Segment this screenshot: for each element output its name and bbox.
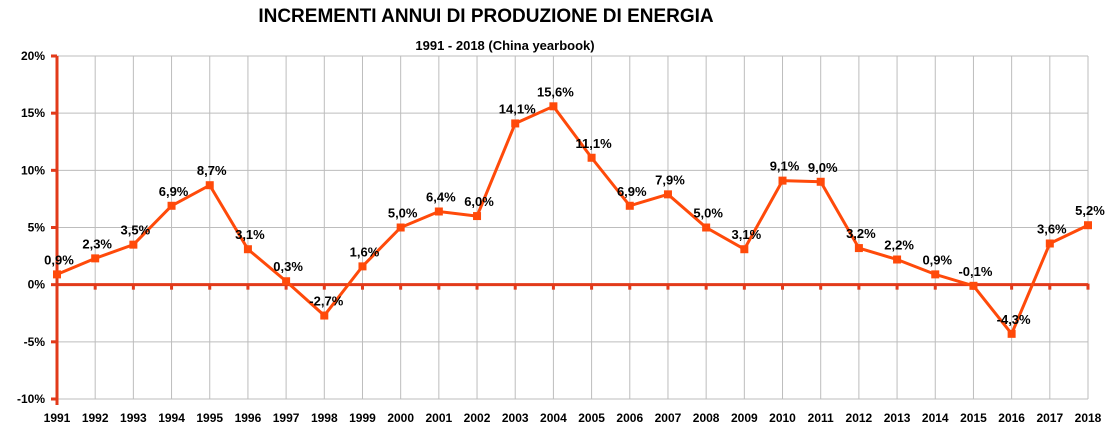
x-tick-label: 2011 (808, 411, 834, 425)
data-label: 0,9% (922, 252, 952, 267)
x-tick-label: 2010 (769, 411, 796, 425)
data-point (931, 270, 940, 279)
data-point (587, 153, 596, 162)
data-point (1045, 239, 1054, 248)
x-tick-label: 1995 (196, 411, 223, 425)
data-point (969, 281, 978, 290)
y-tick-label: 10% (21, 163, 45, 177)
y-tick-label: 0% (28, 278, 46, 292)
x-tick-label: 2004 (540, 411, 567, 425)
x-tick-label: 1998 (311, 411, 338, 425)
data-label: -4,3% (997, 312, 1031, 327)
chart-title: INCREMENTI ANNUI DI PRODUZIONE DI ENERGI… (258, 6, 714, 27)
data-point (129, 240, 138, 249)
y-tick-label: 5% (28, 221, 46, 235)
data-label: 5,0% (693, 206, 723, 221)
data-label: 15,6% (537, 84, 574, 99)
x-tick-label: 2007 (655, 411, 682, 425)
data-point (816, 177, 825, 186)
x-tick-label: 1993 (120, 411, 147, 425)
x-tick-label: 2014 (922, 411, 949, 425)
x-tick-label: 2008 (693, 411, 720, 425)
data-label: 0,9% (44, 252, 74, 267)
data-point (702, 223, 711, 232)
data-point (740, 245, 749, 254)
data-point (893, 255, 902, 264)
x-tick-label: 1994 (158, 411, 185, 425)
data-label: 3,2% (846, 226, 876, 241)
data-label: 5,2% (1075, 203, 1105, 218)
data-point (549, 102, 558, 111)
x-tick-label: 2000 (387, 411, 414, 425)
data-label: 3,5% (121, 223, 151, 238)
data-label: 14,1% (499, 101, 536, 116)
data-label: 1,6% (350, 244, 380, 259)
x-tick-label: 1999 (349, 411, 376, 425)
data-point (243, 245, 252, 254)
data-point (396, 223, 405, 232)
data-point (1084, 221, 1092, 230)
data-point (53, 270, 61, 279)
x-tick-label: 2006 (616, 411, 643, 425)
data-label: 6,9% (159, 184, 189, 199)
data-point (663, 190, 672, 199)
x-tick-label: 2003 (502, 411, 529, 425)
data-point (167, 201, 176, 210)
data-point (1007, 329, 1016, 338)
data-label: 9,1% (770, 159, 800, 174)
data-label: 3,6% (1037, 222, 1067, 237)
data-point (320, 311, 329, 320)
data-label: 7,9% (655, 172, 685, 187)
data-point (205, 181, 214, 190)
y-tick-label: -10% (17, 392, 45, 406)
data-label: -2,7% (309, 294, 343, 309)
chart-subtitle: 1991 - 2018 (China yearbook) (415, 38, 595, 53)
x-tick-label: 1991 (44, 411, 71, 425)
x-tick-label: 1997 (273, 411, 300, 425)
data-label: 3,1% (732, 227, 762, 242)
data-label: 2,2% (884, 238, 914, 253)
data-label: 2,3% (82, 236, 112, 251)
data-label: 0,3% (273, 259, 303, 274)
data-label: 8,7% (197, 163, 227, 178)
y-tick-label: 15% (21, 106, 45, 120)
data-label: 9,0% (808, 160, 838, 175)
data-point (473, 212, 482, 221)
data-label: 5,0% (388, 206, 418, 221)
data-label: 6,4% (426, 189, 456, 204)
data-point (625, 201, 634, 210)
x-tick-label: 2017 (1036, 411, 1063, 425)
x-tick-label: 2001 (426, 411, 453, 425)
data-label: 6,9% (617, 184, 647, 199)
data-label: -0,1% (958, 264, 992, 279)
x-tick-label: 2012 (846, 411, 873, 425)
x-tick-label: 2018 (1075, 411, 1102, 425)
data-point (358, 262, 367, 271)
data-point (854, 244, 863, 253)
y-tick-label: 20% (21, 49, 45, 63)
x-tick-label: 1996 (235, 411, 262, 425)
x-tick-label: 2009 (731, 411, 758, 425)
series-line (56, 104, 1089, 337)
data-label: 6,0% (464, 194, 494, 209)
x-tick-label: 2015 (960, 411, 987, 425)
data-label: 3,1% (235, 227, 265, 242)
data-point (282, 277, 291, 286)
data-point (434, 207, 443, 216)
data-point (511, 119, 520, 128)
x-tick-label: 2016 (998, 411, 1025, 425)
x-tick-label: 2002 (464, 411, 491, 425)
x-tick-label: 2005 (578, 411, 605, 425)
data-label: 11,1% (576, 136, 613, 151)
data-point (91, 254, 100, 263)
data-point (778, 176, 787, 185)
y-tick-label: -5% (24, 335, 46, 349)
x-tick-label: 1992 (82, 411, 109, 425)
x-tick-label: 2013 (884, 411, 911, 425)
